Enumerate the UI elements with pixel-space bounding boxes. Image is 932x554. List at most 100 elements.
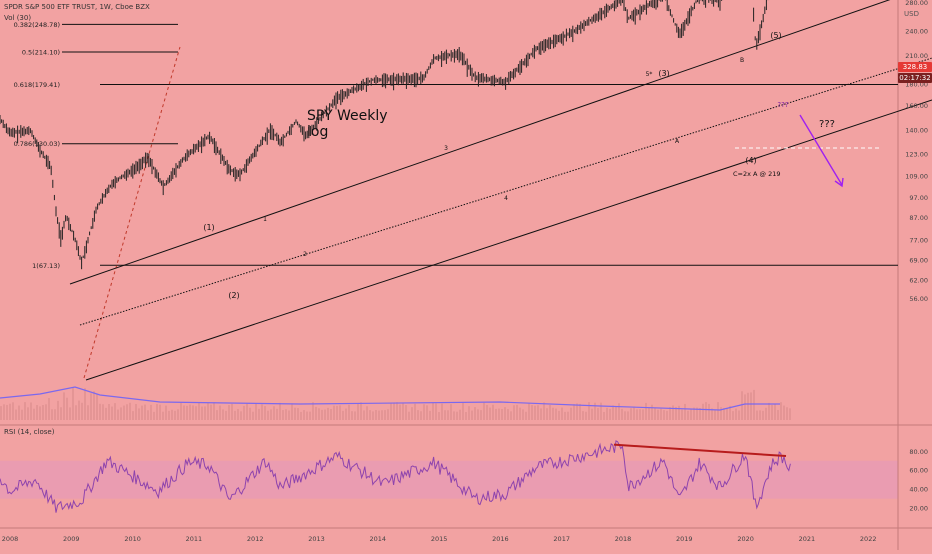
volume-bar [654, 407, 656, 420]
price-tick-label: 123.00 [905, 150, 928, 158]
symbol-legend[interactable]: SPDR S&P 500 ETF TRUST, 1W, Cboe BZX [4, 3, 150, 11]
volume-bar [111, 406, 113, 420]
volume-bar [405, 405, 407, 420]
volume-bar [582, 411, 584, 420]
volume-bar [99, 403, 101, 420]
volume-bar [726, 408, 728, 420]
volume-bar [84, 388, 86, 420]
wave-label: A [675, 138, 680, 145]
price-tick-label: 280.00 [905, 0, 928, 7]
time-tick-label: 2009 [63, 535, 80, 543]
volume-bar [723, 408, 725, 420]
time-tick-label: 2018 [615, 535, 632, 543]
volume-bar [105, 407, 107, 420]
volume-bar [36, 404, 38, 420]
volume-bar [321, 409, 323, 420]
price-tick-label: 69.00 [909, 257, 928, 265]
wave-label: 2 [303, 251, 307, 258]
volume-bar [657, 409, 659, 420]
volume-bar [129, 402, 131, 420]
volume-bar [6, 404, 8, 420]
volume-bar [522, 409, 524, 420]
volume-bar [342, 410, 344, 420]
volume-bar [633, 406, 635, 420]
volume-bar [768, 402, 770, 420]
wave-label: 3 [444, 145, 448, 152]
volume-bar [621, 408, 623, 420]
rsi-band [0, 460, 898, 499]
volume-bar [441, 403, 443, 420]
price-tick-label: 180.00 [905, 80, 928, 88]
volume-bar [762, 410, 764, 420]
volume-bar [294, 407, 296, 420]
rsi-legend[interactable]: RSI (14, close) [4, 428, 55, 436]
volume-bar [468, 406, 470, 420]
price-series [0, 0, 769, 270]
volume-bar [420, 411, 422, 420]
volume-bar [162, 411, 164, 420]
fib-level-label: 0.618(179.41) [14, 81, 60, 89]
volume-bar [690, 408, 692, 420]
volume-bar [492, 404, 494, 420]
volume-bar [126, 404, 128, 420]
volume-bar [177, 409, 179, 420]
volume-bar [498, 408, 500, 420]
bar-countdown-tag: 02:17:32 [898, 73, 932, 83]
volume-bar [348, 404, 350, 420]
volume-ma-line [0, 386, 780, 411]
volume-bar [156, 404, 158, 420]
volume-bar [27, 407, 29, 420]
volume-bar [63, 392, 65, 420]
volume-bar [738, 410, 740, 420]
volume-bar [213, 402, 215, 420]
volume-bar [72, 387, 74, 420]
volume-bar [666, 410, 668, 420]
volume-bar [528, 403, 530, 420]
volume-bar [564, 411, 566, 420]
volume-bar [336, 405, 338, 420]
volume-bar [393, 402, 395, 420]
volume-bar [186, 405, 188, 420]
rsi-tick-label: 80.00 [909, 448, 928, 456]
volume-bar [102, 404, 104, 420]
fib-level-label: 0.786(130.03) [14, 140, 60, 148]
volume-bar [759, 410, 761, 420]
volume-bar [207, 402, 209, 420]
volume-bar [48, 398, 50, 420]
volume-bar [471, 410, 473, 420]
volume-bar [114, 403, 116, 420]
volume-bar [327, 407, 329, 420]
volume-bar [483, 402, 485, 420]
time-tick-label: 2020 [737, 535, 754, 543]
volume-bar [540, 408, 542, 420]
volume-bar [210, 404, 212, 420]
volume-legend[interactable]: Vol (30) [4, 14, 32, 22]
volume-bar [474, 407, 476, 420]
volume-bar [33, 408, 35, 420]
volume-bar [282, 410, 284, 420]
volume-bar [729, 405, 731, 420]
volume-bar [513, 405, 515, 420]
volume-bar [672, 405, 674, 420]
volume-bar [138, 408, 140, 420]
volume-bar [696, 407, 698, 420]
volume-bar [303, 410, 305, 420]
volume-bar [570, 407, 572, 420]
volume-bar [450, 404, 452, 420]
volume-bar [87, 405, 89, 420]
volume-bar [306, 411, 308, 420]
volume-bar [408, 411, 410, 420]
volume-bar [132, 411, 134, 420]
volume-bar [180, 402, 182, 420]
fib-level-label: 1(67.13) [32, 262, 60, 270]
volume-bar [579, 403, 581, 420]
fib-level-label: 0.5(214.10) [22, 48, 60, 56]
volume-bar [783, 405, 785, 420]
wave-label: ??? [819, 119, 835, 130]
volume-bar [90, 393, 92, 420]
volume-bar [663, 410, 665, 420]
volume-bar [93, 391, 95, 420]
wave-label: (4) [745, 156, 756, 165]
volume-bar [297, 408, 299, 420]
